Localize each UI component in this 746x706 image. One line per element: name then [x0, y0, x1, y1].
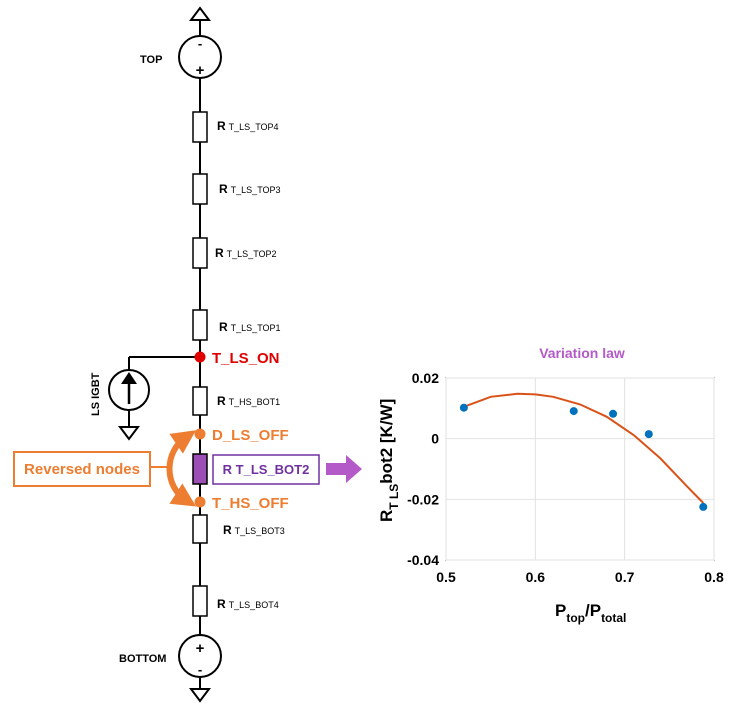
- svg-text:RT_LS_BOT3: R T_LS_BOT3: [223, 523, 285, 537]
- arrow-right-icon: [326, 455, 362, 483]
- data-point: [609, 409, 618, 418]
- x-tick-label: 0.6: [526, 569, 546, 585]
- data-point: [459, 403, 468, 412]
- data-points: [459, 403, 708, 511]
- resistor-t-ls-bot3: R T_LS_BOT3: [192, 514, 285, 544]
- ls-igbt-label: LS IGBT: [90, 372, 102, 416]
- x-axis-title: Ptop/Ptotal: [555, 601, 626, 625]
- y-axis-title: RT LSbot2 [K/W]: [377, 399, 401, 522]
- reversed-curved-arrow: [166, 430, 197, 507]
- svg-text:RT_LS_TOP1: R T_LS_TOP1: [219, 320, 281, 334]
- reversed-nodes-box: [13, 451, 151, 487]
- x-tick-label: 0.7: [615, 569, 635, 585]
- grid: [445, 377, 715, 561]
- resistor-t-hs-bot1: R T_HS_BOT1: [192, 386, 280, 416]
- svg-text:RT_HS_BOT1: R T_HS_BOT1: [217, 394, 280, 408]
- top-label: TOP: [140, 54, 162, 66]
- ls-igbt-branch: LS IGBT: [90, 356, 200, 441]
- svg-text:RT_LS_TOP4: R T_LS_TOP4: [217, 119, 279, 133]
- svg-text:RT_LS_BOT4: R T_LS_BOT4: [217, 597, 279, 611]
- node-t-hs-off: [194, 496, 206, 508]
- bot2-label-box: [212, 454, 320, 485]
- source-plus-sign: +: [196, 640, 205, 657]
- node-t-ls-on-label: T_LS_ON: [212, 350, 280, 367]
- svg-text:RT_LS_TOP2: R T_LS_TOP2: [215, 246, 277, 260]
- ground-symbol-source: [118, 426, 140, 441]
- x-tick-label: 0.8: [704, 569, 724, 585]
- tick-labels: 0.5 0.6 0.7 0.8 0.02 0 -0.02 -0.04: [407, 370, 724, 585]
- resistor-t-ls-top4: R T_LS_TOP4: [192, 111, 279, 143]
- y-tick-label: 0: [431, 431, 439, 447]
- source-plus-sign: +: [196, 62, 205, 79]
- resistor-t-ls-top1: R T_LS_TOP1: [192, 309, 281, 341]
- y-tick-label: -0.04: [407, 552, 439, 568]
- node-d-ls-off: [194, 428, 206, 440]
- node-t-ls-on: [194, 351, 206, 363]
- chart-title: Variation law: [539, 345, 625, 361]
- ground-symbol-bottom: [189, 677, 211, 703]
- arrow-up-icon: [121, 372, 137, 384]
- reversed-nodes-label: Reversed nodes: [24, 461, 140, 478]
- source-minus-sign: -: [198, 36, 202, 51]
- variation-law-chart: Variation law 0.5 0.6 0.7 0.8 0.02 0 -0.02 -0.0…: [377, 345, 724, 625]
- resistor-t-ls-bot4: R T_LS_BOT4: [192, 585, 279, 617]
- svg-text:RT_LS_TOP3: R T_LS_TOP3: [219, 182, 281, 196]
- bot2-label: R T_LS_BOT2: [223, 462, 310, 477]
- bottom-label: BOTTOM: [119, 653, 166, 665]
- resistor-t-ls-top2: R T_LS_TOP2: [192, 237, 277, 269]
- y-tick-label: 0.02: [412, 370, 439, 386]
- top-source: - +: [178, 35, 222, 79]
- fit-curve: [463, 392, 705, 504]
- x-tick-label: 0.5: [436, 569, 456, 585]
- circuit-diagram: - + TOP R T_LS_TOP4 R T_LS_TOP3 R T_LS_TOP2…: [13, 6, 320, 703]
- resistor-t-ls-top3: R T_LS_TOP3: [192, 173, 281, 205]
- resistor-t-ls-bot2-highlight: R T_LS_BOT2: [192, 453, 320, 485]
- node-t-hs-off-label: T_HS_OFF: [212, 495, 289, 512]
- ground-symbol-top: [189, 6, 211, 36]
- data-point: [644, 430, 653, 439]
- y-tick-label: -0.02: [407, 491, 439, 507]
- source-minus-sign: -: [198, 662, 202, 677]
- data-point: [569, 407, 578, 416]
- bottom-source: + -: [178, 634, 222, 678]
- node-d-ls-off-label: D_LS_OFF: [212, 427, 289, 444]
- data-point: [699, 502, 708, 511]
